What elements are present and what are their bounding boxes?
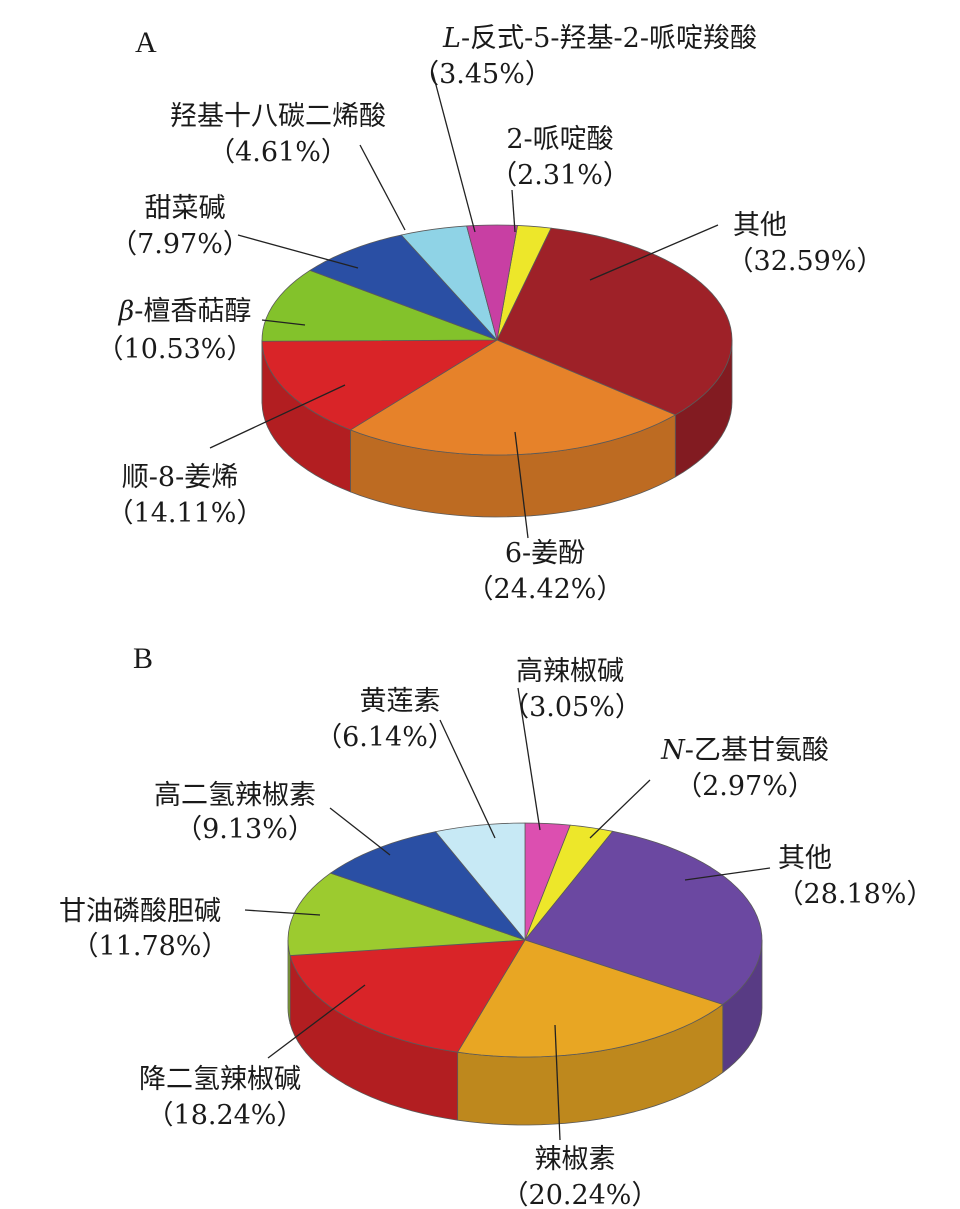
slice-label-prefix-a-4: β <box>118 296 135 327</box>
pie-a-body <box>261 224 733 518</box>
pie-slice-a-2 <box>350 339 676 456</box>
slice-label-name-b-7: 黄莲素 <box>360 686 441 717</box>
pie-slice-a-1 <box>496 227 733 416</box>
slice-percent-b-0: （3.05%） <box>502 692 642 723</box>
slice-label-b-2: 其他 <box>778 843 832 874</box>
slice-label-a-3: 顺-8-姜烯 <box>122 462 238 493</box>
pie-slice-a-3 <box>261 339 498 431</box>
slice-percent-a-5: （7.97%） <box>110 229 250 260</box>
slice-label-name-b-5: 甘油磷酸胆碱 <box>59 896 221 927</box>
slice-label-b-5: 甘油磷酸胆碱 <box>59 896 221 927</box>
leader-line-a-3 <box>209 384 346 449</box>
slice-percent-a-2: （24.42%） <box>467 574 624 605</box>
slice-percent-b-5: （11.78%） <box>72 931 229 962</box>
slice-percent-b-6: （9.13%） <box>175 814 315 845</box>
pie-slice-b-4 <box>289 939 526 1053</box>
slice-label-name-b-4: 降二氢辣椒碱 <box>139 1064 301 1095</box>
pie-b-labels: 高辣椒碱 （3.05%） N-乙基甘氨酸 （2.97%） 其他 （28.18%） 辣椒素 （2… <box>59 656 933 1209</box>
slice-label-name-a-7: -反式-5-羟基-2-哌啶羧酸 <box>461 23 757 54</box>
leader-line-b-0 <box>517 687 541 831</box>
slice-percent-b-4: （18.24%） <box>147 1100 304 1131</box>
slice-label-name-a-4: -檀香萜醇 <box>134 296 251 327</box>
slice-label-a-1: 其他 <box>733 210 787 241</box>
leader-line-a-5 <box>237 234 359 269</box>
pie-slice-b-5 <box>287 872 526 956</box>
leader-line-b-6 <box>329 807 391 856</box>
pie-a-labels: 2-哌啶酸 （2.31%） 其他 （32.59%） 6-姜酚 （24.42%） 顺-8-姜烯… <box>97 23 884 605</box>
pie-chart-b: B 高辣椒碱 （3.05%） N-乙基甘氨酸 （2.97%） 其他 （28.18%） 辣椒素… <box>59 642 933 1209</box>
slice-label-name-a-0: 2-哌啶酸 <box>506 124 613 155</box>
slice-label-b-4: 降二氢辣椒碱 <box>139 1064 301 1095</box>
pie-slice-a-6 <box>400 225 498 341</box>
leader-line-a-4 <box>261 319 306 326</box>
slice-label-b-7: 黄莲素 <box>360 686 441 717</box>
slice-percent-b-2: （28.18%） <box>777 879 934 910</box>
slice-percent-b-7: （6.14%） <box>315 722 455 753</box>
slice-label-name-b-0: 高辣椒碱 <box>516 656 624 687</box>
pie-chart-a: A 2-哌啶酸 （2.31%） 其他 （32.59%） 6-姜酚 （24.42%） 顺-8-… <box>97 23 884 605</box>
leader-line-a-6 <box>359 144 406 231</box>
slice-label-b-6: 高二氢辣椒素 <box>154 780 316 811</box>
leader-line-a-7 <box>431 69 476 233</box>
leader-line-a-1 <box>589 224 719 281</box>
leader-line-b-3 <box>554 1024 561 1141</box>
leader-line-a-0 <box>511 189 516 233</box>
slice-label-a-4: β-檀香萜醇 <box>118 296 252 327</box>
slice-label-name-a-1: 其他 <box>733 210 787 241</box>
slice-label-b-0: 高辣椒碱 <box>516 656 624 687</box>
slice-percent-a-7: （3.45%） <box>412 59 552 90</box>
slice-label-b-3: 辣椒素 <box>535 1144 616 1175</box>
slice-label-name-b-2: 其他 <box>778 843 832 874</box>
pie-slice-b-2 <box>524 830 763 1005</box>
slice-label-prefix-a-7: L <box>442 23 461 54</box>
slice-label-a-5: 甜菜碱 <box>145 193 226 224</box>
slice-label-name-a-2: 6-姜酚 <box>505 538 585 569</box>
leader-line-a-2 <box>514 431 529 539</box>
pie-slice-a-7 <box>466 224 518 341</box>
slice-label-name-a-3: 顺-8-姜烯 <box>122 462 238 493</box>
slice-label-a-0: 2-哌啶酸 <box>506 124 613 155</box>
leader-line-b-2 <box>684 867 771 881</box>
slice-label-name-b-6: 高二氢辣椒素 <box>154 780 316 811</box>
slice-label-a-6: 羟基十八碳二烯酸 <box>170 101 386 132</box>
slice-percent-b-3: （20.24%） <box>502 1180 659 1209</box>
slice-percent-a-3: （14.11%） <box>107 498 264 529</box>
slice-percent-a-1: （32.59%） <box>727 246 884 277</box>
panel-label-b: B <box>133 642 153 675</box>
slice-label-prefix-b-1: N <box>660 735 686 766</box>
slice-percent-a-0: （2.31%） <box>490 160 630 191</box>
slice-label-name-b-1: -乙基甘氨酸 <box>685 735 829 766</box>
slice-percent-b-1: （2.97%） <box>675 771 815 802</box>
slice-label-name-b-3: 辣椒素 <box>535 1144 616 1175</box>
slice-label-name-a-5: 甜菜碱 <box>145 193 226 224</box>
slice-percent-a-4: （10.53%） <box>97 334 254 365</box>
panel-label-a: A <box>135 26 157 59</box>
slice-label-a-7: L-反式-5-羟基-2-哌啶羧酸 <box>442 23 757 54</box>
slice-label-name-a-6: 羟基十八碳二烯酸 <box>170 101 386 132</box>
leader-line-b-4 <box>267 984 366 1059</box>
pie-slice-b-6 <box>330 831 526 941</box>
pie-b-body <box>287 822 763 1126</box>
leader-line-b-1 <box>589 779 651 839</box>
slice-label-b-1: N-乙基甘氨酸 <box>660 735 829 766</box>
slice-percent-a-6: （4.61%） <box>208 137 348 168</box>
pie-slice-b-3 <box>457 939 724 1058</box>
pie-slice-a-5 <box>309 234 498 341</box>
leader-line-b-5 <box>244 909 321 916</box>
pie-slice-b-7 <box>435 822 526 941</box>
leader-line-b-7 <box>439 719 496 839</box>
pie-slice-a-4 <box>261 269 498 342</box>
slice-label-a-2: 6-姜酚 <box>505 538 585 569</box>
